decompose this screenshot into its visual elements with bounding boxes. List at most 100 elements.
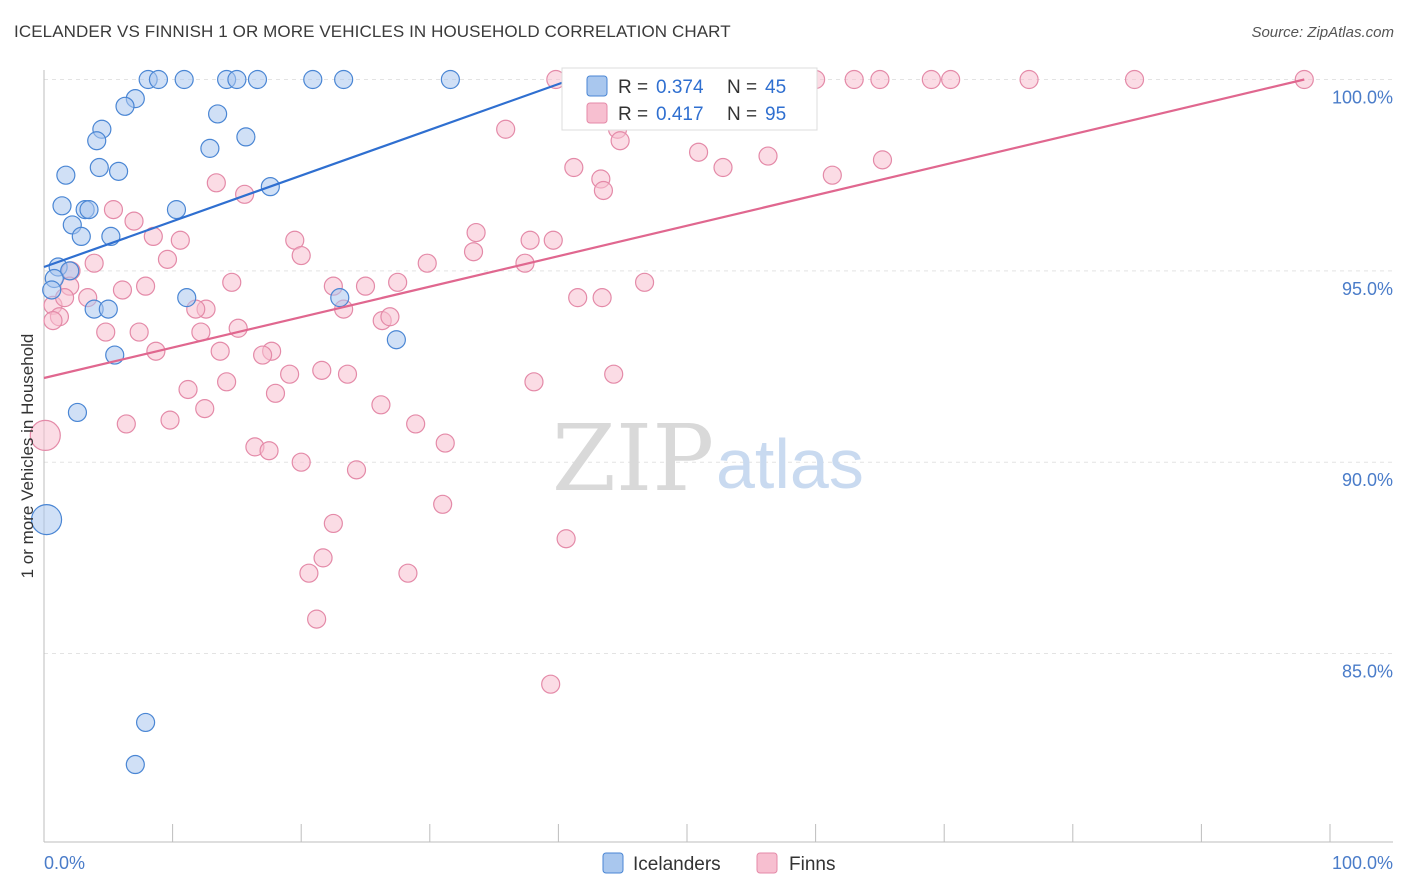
icelanders-point — [334, 69, 354, 90]
icelanders-point — [67, 402, 88, 423]
finns-point — [291, 245, 311, 266]
icelanders-point — [79, 200, 99, 220]
finns-point — [822, 165, 842, 185]
finns-point — [610, 131, 630, 151]
legend-finns-swatch — [586, 102, 608, 124]
finns-point — [280, 364, 300, 384]
finns-point — [337, 364, 358, 384]
finns-point — [568, 288, 588, 308]
icelanders-point — [60, 261, 80, 281]
finns-point — [941, 69, 961, 90]
icelanders-point — [87, 131, 107, 151]
icelanders-point — [71, 226, 91, 247]
legend-finns-r-label: R = — [618, 104, 648, 125]
chart-title: ICELANDER VS FINNISH 1 OR MORE VEHICLES … — [14, 22, 731, 41]
y-tick-labels: 100.0% 95.0% 90.0% 85.0% — [1332, 88, 1393, 682]
finns-point — [265, 383, 286, 403]
finns-point — [380, 307, 400, 327]
finns-point — [463, 242, 484, 262]
icelanders-point — [148, 69, 169, 90]
finns-point — [299, 563, 319, 583]
finns-point — [170, 230, 190, 250]
icelanders-point — [125, 754, 145, 775]
y-tick-label-2: 90.0% — [1342, 470, 1393, 490]
finns-point — [217, 372, 237, 392]
finns-point — [307, 609, 327, 629]
finns-point — [604, 364, 624, 384]
y-tick-label-0: 100.0% — [1332, 88, 1393, 108]
finns-point — [235, 184, 255, 204]
x-tick-label-max: 100.0% — [1332, 853, 1393, 873]
finns-trendline — [43, 78, 1305, 380]
legend-icelanders-n-label: N = — [727, 77, 757, 98]
finns-point — [312, 360, 332, 380]
bottom-legend-finns-swatch — [756, 852, 778, 874]
legend-icelanders-swatch — [586, 75, 608, 97]
finns-point — [435, 433, 455, 453]
finns-point — [541, 674, 561, 694]
icelanders-point — [200, 138, 220, 158]
legend-icelanders-n-value: 45 — [765, 77, 786, 98]
finns-point — [84, 253, 104, 273]
finns-point — [1124, 69, 1145, 90]
series-legend: Icelanders Finns — [602, 852, 835, 875]
icelanders-point — [98, 299, 118, 319]
watermark: ZIP atlas — [552, 405, 864, 512]
icelanders-point — [30, 504, 63, 536]
icelanders-point — [52, 196, 72, 216]
finns-point — [371, 395, 391, 415]
finns-point — [291, 452, 311, 472]
finns-point — [688, 142, 709, 162]
finns-point — [406, 414, 426, 434]
finns-point — [713, 157, 733, 178]
finns-point — [592, 288, 612, 308]
finns-point — [466, 222, 486, 243]
icelanders-point — [386, 330, 406, 350]
finns-point — [222, 272, 242, 292]
trendlines — [43, 78, 1305, 380]
finns-point — [593, 180, 614, 201]
finns-point — [112, 280, 133, 300]
correlation-legend: R = 0.374 N = 45 R = 0.417 N = 95 — [561, 67, 818, 131]
legend-icelanders-r-value: 0.374 — [656, 77, 704, 98]
source-label: Source: ZipAtlas.com — [1251, 24, 1394, 41]
finns-point — [210, 341, 230, 361]
y-tick-label-3: 85.0% — [1342, 662, 1393, 682]
finns-point — [313, 548, 333, 568]
finns-point — [520, 230, 540, 250]
finns-point — [103, 200, 124, 220]
icelanders-point — [89, 157, 109, 178]
watermark-atlas: atlas — [716, 425, 864, 503]
finns-point — [1019, 69, 1039, 90]
finns-series — [29, 69, 1314, 694]
finns-point — [870, 69, 890, 90]
finns-point — [758, 146, 778, 166]
finns-point — [129, 322, 149, 342]
finns-point — [543, 230, 563, 250]
bottom-legend-icelanders-label: Icelanders — [633, 854, 721, 875]
watermark-zip: ZIP — [552, 405, 714, 512]
legend-finns-r-value: 0.417 — [656, 104, 704, 125]
legend-finns-n-label: N = — [727, 104, 757, 125]
finns-point — [844, 69, 864, 90]
y-axis-title: 1 or more Vehicles in Household — [18, 334, 37, 579]
finns-point — [346, 460, 367, 480]
finns-point — [96, 322, 116, 342]
icelanders-point — [247, 69, 268, 90]
finns-point — [178, 379, 198, 400]
finns-point — [872, 150, 893, 170]
finns-point — [323, 513, 343, 534]
finns-point — [259, 441, 279, 461]
icelanders-point — [236, 127, 256, 147]
icelanders-point — [303, 69, 323, 90]
finns-point — [524, 372, 544, 392]
icelanders-point — [208, 104, 228, 124]
x-tick-label-min: 0.0% — [44, 853, 85, 873]
bottom-legend-finns-label: Finns — [789, 854, 835, 875]
finns-point — [135, 276, 156, 296]
finns-point — [433, 494, 453, 514]
finns-point — [195, 399, 215, 419]
finns-point — [398, 563, 418, 583]
icelanders-point — [56, 165, 76, 185]
